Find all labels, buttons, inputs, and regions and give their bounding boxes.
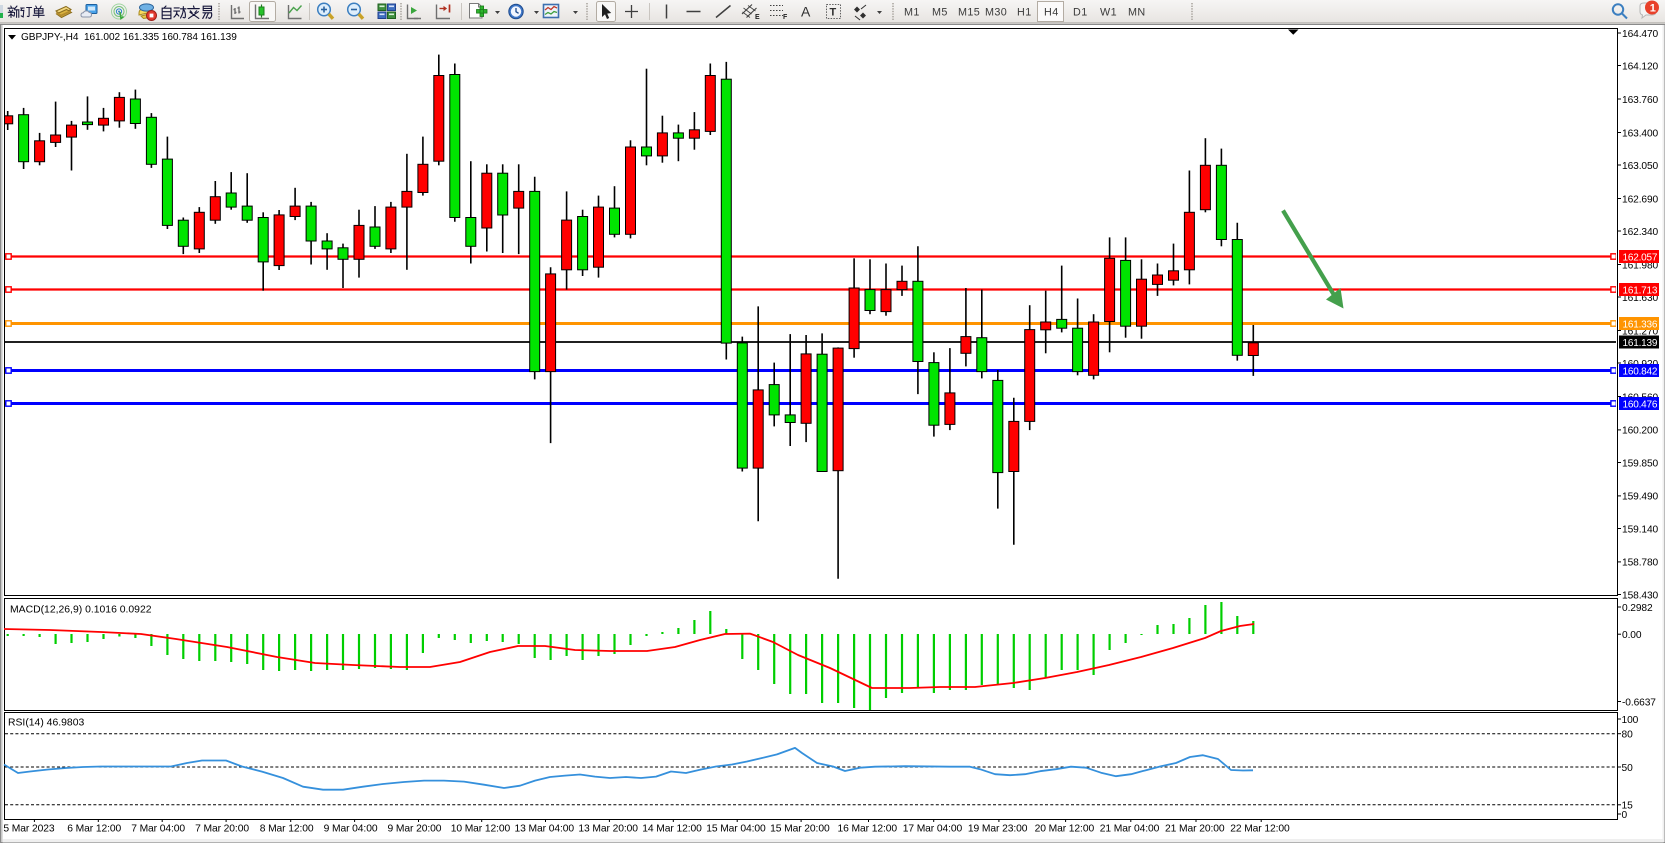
svg-text:E: E — [755, 14, 760, 21]
svg-text:100: 100 — [1622, 715, 1639, 726]
svg-text:16 Mar 12:00: 16 Mar 12:00 — [838, 824, 898, 835]
svg-text:D1: D1 — [1073, 7, 1088, 19]
svg-text:M30: M30 — [985, 7, 1007, 19]
svg-text:164.120: 164.120 — [1622, 61, 1659, 72]
svg-text:0.2982: 0.2982 — [1622, 603, 1653, 614]
svg-text:15: 15 — [1622, 801, 1634, 812]
svg-text:7 Mar 20:00: 7 Mar 20:00 — [195, 824, 249, 835]
svg-text:0: 0 — [1622, 810, 1628, 821]
svg-text:161.270: 161.270 — [1622, 326, 1659, 337]
svg-text:T: T — [830, 7, 837, 19]
svg-text:161.139: 161.139 — [1623, 338, 1658, 349]
svg-text:19 Mar 23:00: 19 Mar 23:00 — [968, 824, 1028, 835]
svg-text:21 Mar 20:00: 21 Mar 20:00 — [1165, 824, 1225, 835]
svg-text:-0.6637: -0.6637 — [1622, 697, 1656, 708]
svg-text:13 Mar 04:00: 13 Mar 04:00 — [515, 824, 575, 835]
svg-text:164.470: 164.470 — [1622, 29, 1659, 40]
svg-text:161.980: 161.980 — [1622, 260, 1659, 271]
svg-text:163.050: 163.050 — [1622, 161, 1659, 172]
svg-text:MACD(12,26,9) 0.1016 0.0922: MACD(12,26,9) 0.1016 0.0922 — [10, 605, 152, 616]
svg-text:H1: H1 — [1017, 7, 1032, 19]
svg-text:9 Mar 04:00: 9 Mar 04:00 — [324, 824, 378, 835]
svg-text:H4: H4 — [1044, 7, 1059, 19]
svg-text:A: A — [801, 4, 811, 20]
svg-text:80: 80 — [1622, 730, 1634, 741]
svg-text:0.00: 0.00 — [1622, 630, 1642, 641]
svg-text:8 Mar 12:00: 8 Mar 12:00 — [260, 824, 314, 835]
svg-text:MN: MN — [1128, 7, 1146, 19]
svg-text:158.430: 158.430 — [1622, 590, 1659, 601]
svg-text:21 Mar 04:00: 21 Mar 04:00 — [1100, 824, 1160, 835]
svg-text:15 Mar 20:00: 15 Mar 20:00 — [770, 824, 830, 835]
svg-text:F: F — [783, 14, 788, 21]
svg-text:50: 50 — [1622, 763, 1634, 774]
svg-text:9 Mar 20:00: 9 Mar 20:00 — [388, 824, 442, 835]
svg-text:22 Mar 12:00: 22 Mar 12:00 — [1230, 824, 1290, 835]
svg-text:15 Mar 04:00: 15 Mar 04:00 — [706, 824, 766, 835]
svg-text:163.760: 163.760 — [1622, 95, 1659, 106]
svg-text:159.140: 159.140 — [1622, 524, 1659, 535]
svg-text:160.476: 160.476 — [1623, 400, 1658, 411]
svg-text:159.490: 159.490 — [1622, 492, 1659, 503]
svg-text:7 Mar 04:00: 7 Mar 04:00 — [131, 824, 185, 835]
svg-text:6 Mar 12:00: 6 Mar 12:00 — [67, 824, 121, 835]
svg-text:163.400: 163.400 — [1622, 128, 1659, 139]
svg-text:RSI(14) 46.9803: RSI(14) 46.9803 — [8, 718, 84, 729]
svg-text:162.690: 162.690 — [1622, 194, 1659, 205]
svg-text:159.850: 159.850 — [1622, 458, 1659, 469]
svg-text:5 Mar 2023: 5 Mar 2023 — [3, 824, 54, 835]
svg-text:20 Mar 12:00: 20 Mar 12:00 — [1035, 824, 1095, 835]
svg-text:M15: M15 — [958, 7, 980, 19]
svg-text:161.713: 161.713 — [1623, 286, 1658, 297]
svg-text:GBPJPY-,H4 161.002 161.335 16: GBPJPY-,H4 161.002 161.335 160.784 161.1… — [21, 32, 237, 43]
svg-text:17 Mar 04:00: 17 Mar 04:00 — [903, 824, 963, 835]
svg-text:158.780: 158.780 — [1622, 558, 1659, 569]
svg-text:M5: M5 — [932, 7, 948, 19]
svg-text:10 Mar 12:00: 10 Mar 12:00 — [451, 824, 511, 835]
svg-text:M1: M1 — [904, 7, 920, 19]
svg-text:161.336: 161.336 — [1623, 320, 1658, 331]
svg-text:W1: W1 — [1100, 7, 1117, 19]
svg-text:1: 1 — [1650, 3, 1656, 15]
svg-text:14 Mar 12:00: 14 Mar 12:00 — [642, 824, 702, 835]
svg-text:161.630: 161.630 — [1622, 293, 1659, 304]
svg-text:160.200: 160.200 — [1622, 426, 1659, 437]
svg-text:160.842: 160.842 — [1623, 367, 1658, 378]
svg-text:162.057: 162.057 — [1623, 253, 1658, 264]
svg-text:13 Mar 20:00: 13 Mar 20:00 — [578, 824, 638, 835]
svg-text:162.340: 162.340 — [1622, 227, 1659, 238]
